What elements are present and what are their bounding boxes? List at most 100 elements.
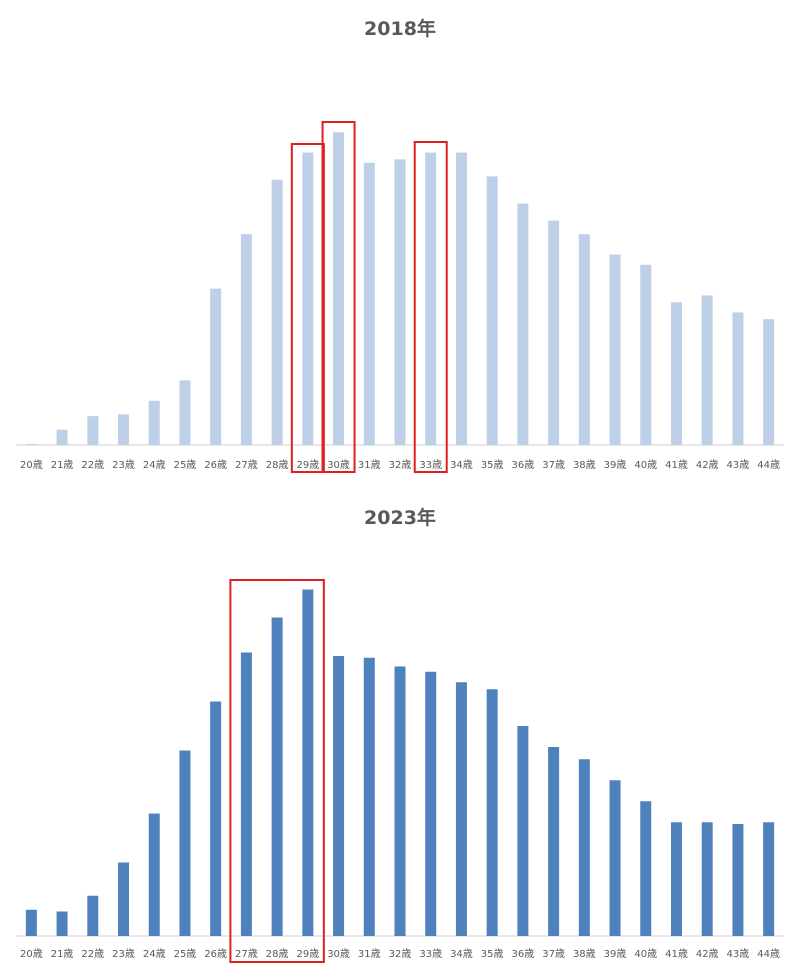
bar-22 bbox=[701, 822, 713, 936]
x-tick-label: 27歳 bbox=[235, 948, 258, 960]
x-tick-label: 42歳 bbox=[696, 459, 719, 471]
bar-2 bbox=[87, 416, 99, 445]
x-tick-label: 29歳 bbox=[296, 459, 319, 471]
x-tick-label: 40歳 bbox=[634, 948, 657, 960]
bar-7 bbox=[240, 652, 252, 936]
bar-21 bbox=[670, 302, 682, 445]
bar-0 bbox=[25, 443, 37, 445]
x-tick-label: 28歳 bbox=[266, 948, 289, 960]
x-tick-label: 28歳 bbox=[266, 459, 289, 471]
bar-3 bbox=[118, 414, 130, 445]
x-tick-label: 38歳 bbox=[573, 948, 596, 960]
bar-0 bbox=[25, 909, 37, 936]
x-tick-label: 25歳 bbox=[174, 459, 197, 471]
bar-13 bbox=[425, 671, 437, 936]
bar-5 bbox=[179, 750, 191, 936]
bar-23 bbox=[732, 824, 744, 936]
x-tick-label: 29歳 bbox=[296, 948, 319, 960]
x-tick-label: 39歳 bbox=[604, 948, 627, 960]
bar-4 bbox=[148, 400, 160, 445]
x-tick-label: 20歳 bbox=[20, 948, 43, 960]
x-tick-label: 34歳 bbox=[450, 459, 473, 471]
chart-panel-2023: 20歳 21歳 22歳 23歳 24歳 25歳 26歳 27歳 28歳 29歳 30歳 31歳 32歳 3… bbox=[16, 579, 784, 963]
bar-13 bbox=[425, 152, 437, 445]
bar-20 bbox=[640, 801, 652, 936]
x-tick-label: 23歳 bbox=[112, 948, 135, 960]
x-tick-label: 31歳 bbox=[358, 459, 381, 471]
bar-9 bbox=[302, 152, 314, 445]
x-tick-label: 36歳 bbox=[512, 459, 535, 471]
bar-3 bbox=[118, 862, 130, 936]
chart-title-2018: 2018年 bbox=[364, 17, 436, 40]
x-tick-label: 33歳 bbox=[419, 948, 442, 960]
bar-14 bbox=[455, 682, 467, 936]
bar-18 bbox=[578, 234, 590, 445]
x-tick-label: 30歳 bbox=[327, 948, 350, 960]
x-tick-label: 30歳 bbox=[327, 459, 350, 471]
bar-6 bbox=[210, 701, 222, 936]
bar-12 bbox=[394, 159, 406, 445]
x-tick-label: 40歳 bbox=[634, 459, 657, 471]
x-tick-label: 44歳 bbox=[757, 948, 780, 960]
bar-11 bbox=[363, 162, 375, 446]
highlight-box bbox=[413, 141, 448, 473]
bar-12 bbox=[394, 666, 406, 936]
x-tick-label: 26歳 bbox=[204, 459, 227, 471]
x-tick-label: 41歳 bbox=[665, 948, 688, 960]
chart-title-2023: 2023年 bbox=[364, 506, 436, 529]
x-tick-label: 32歳 bbox=[389, 948, 412, 960]
bar-14 bbox=[455, 152, 467, 445]
x-tick-label: 23歳 bbox=[112, 459, 135, 471]
x-tick-label: 39歳 bbox=[604, 459, 627, 471]
bar-5 bbox=[179, 380, 191, 445]
x-tick-label: 32歳 bbox=[389, 459, 412, 471]
chart-panel-2018: 20歳 21歳 22歳 23歳 24歳 25歳 26歳 27歳 28歳 29歳 30歳 31歳 32歳 3… bbox=[16, 121, 784, 473]
bar-24 bbox=[763, 319, 775, 445]
x-tick-label: 36歳 bbox=[512, 948, 535, 960]
bar-16 bbox=[517, 203, 529, 445]
bar-10 bbox=[333, 132, 345, 445]
x-tick-label: 21歳 bbox=[51, 948, 74, 960]
bar-17 bbox=[548, 747, 560, 936]
x-tick-label: 27歳 bbox=[235, 459, 258, 471]
x-tick-label: 21歳 bbox=[51, 459, 74, 471]
bar-8 bbox=[271, 179, 283, 446]
bar-15 bbox=[486, 176, 498, 445]
x-tick-label: 34歳 bbox=[450, 948, 473, 960]
x-tick-label: 44歳 bbox=[757, 459, 780, 471]
x-tick-label: 22歳 bbox=[81, 948, 104, 960]
highlight-box bbox=[321, 121, 356, 473]
x-tick-label: 43歳 bbox=[727, 948, 750, 960]
bar-11 bbox=[363, 657, 375, 936]
bar-4 bbox=[148, 813, 160, 936]
x-tick-label: 41歳 bbox=[665, 459, 688, 471]
bar-24 bbox=[763, 822, 775, 936]
bar-8 bbox=[271, 617, 283, 936]
bar-10 bbox=[333, 656, 345, 936]
x-tick-label: 35歳 bbox=[481, 948, 504, 960]
bar-17 bbox=[548, 220, 560, 445]
highlight-box bbox=[229, 579, 325, 963]
bar-20 bbox=[640, 264, 652, 445]
x-tick-label: 37歳 bbox=[542, 948, 565, 960]
bar-23 bbox=[732, 312, 744, 445]
bar-1 bbox=[56, 911, 68, 936]
bar-6 bbox=[210, 288, 222, 445]
bar-22 bbox=[701, 295, 713, 445]
bar-19 bbox=[609, 254, 621, 445]
bar-18 bbox=[578, 759, 590, 936]
x-tick-label: 24歳 bbox=[143, 459, 166, 471]
x-tick-label: 38歳 bbox=[573, 459, 596, 471]
x-tick-label: 20歳 bbox=[20, 459, 43, 471]
x-tick-label: 22歳 bbox=[81, 459, 104, 471]
bar-7 bbox=[240, 234, 252, 445]
x-tick-label: 42歳 bbox=[696, 948, 719, 960]
x-tick-label: 33歳 bbox=[419, 459, 442, 471]
x-tick-label: 37歳 bbox=[542, 459, 565, 471]
bar-1 bbox=[56, 429, 68, 445]
x-tick-label: 35歳 bbox=[481, 459, 504, 471]
bar-19 bbox=[609, 780, 621, 936]
bar-15 bbox=[486, 689, 498, 936]
